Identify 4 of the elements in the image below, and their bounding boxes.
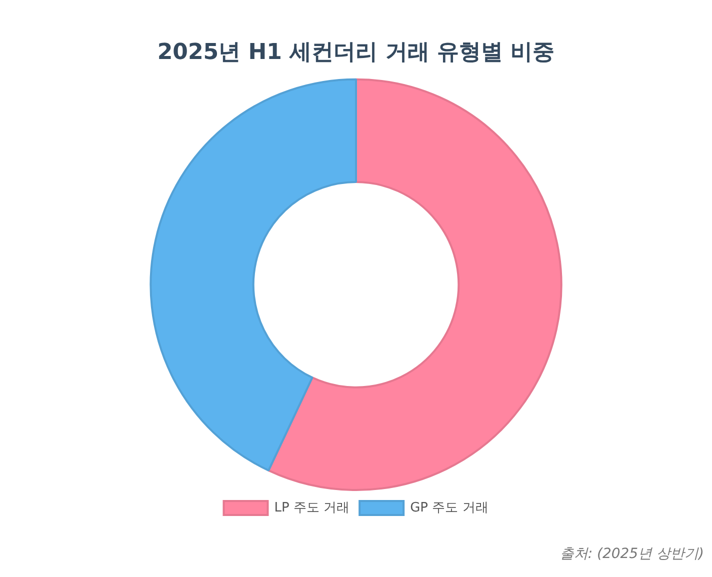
legend-label: GP 주도 거래 xyxy=(410,500,488,516)
source-note: 출처: (2025년 상반기) xyxy=(560,545,704,563)
legend-label: LP 주도 거래 xyxy=(274,500,350,516)
chart-title: 2025년 H1 세컨더리 거래 유형별 비중 xyxy=(157,40,555,65)
